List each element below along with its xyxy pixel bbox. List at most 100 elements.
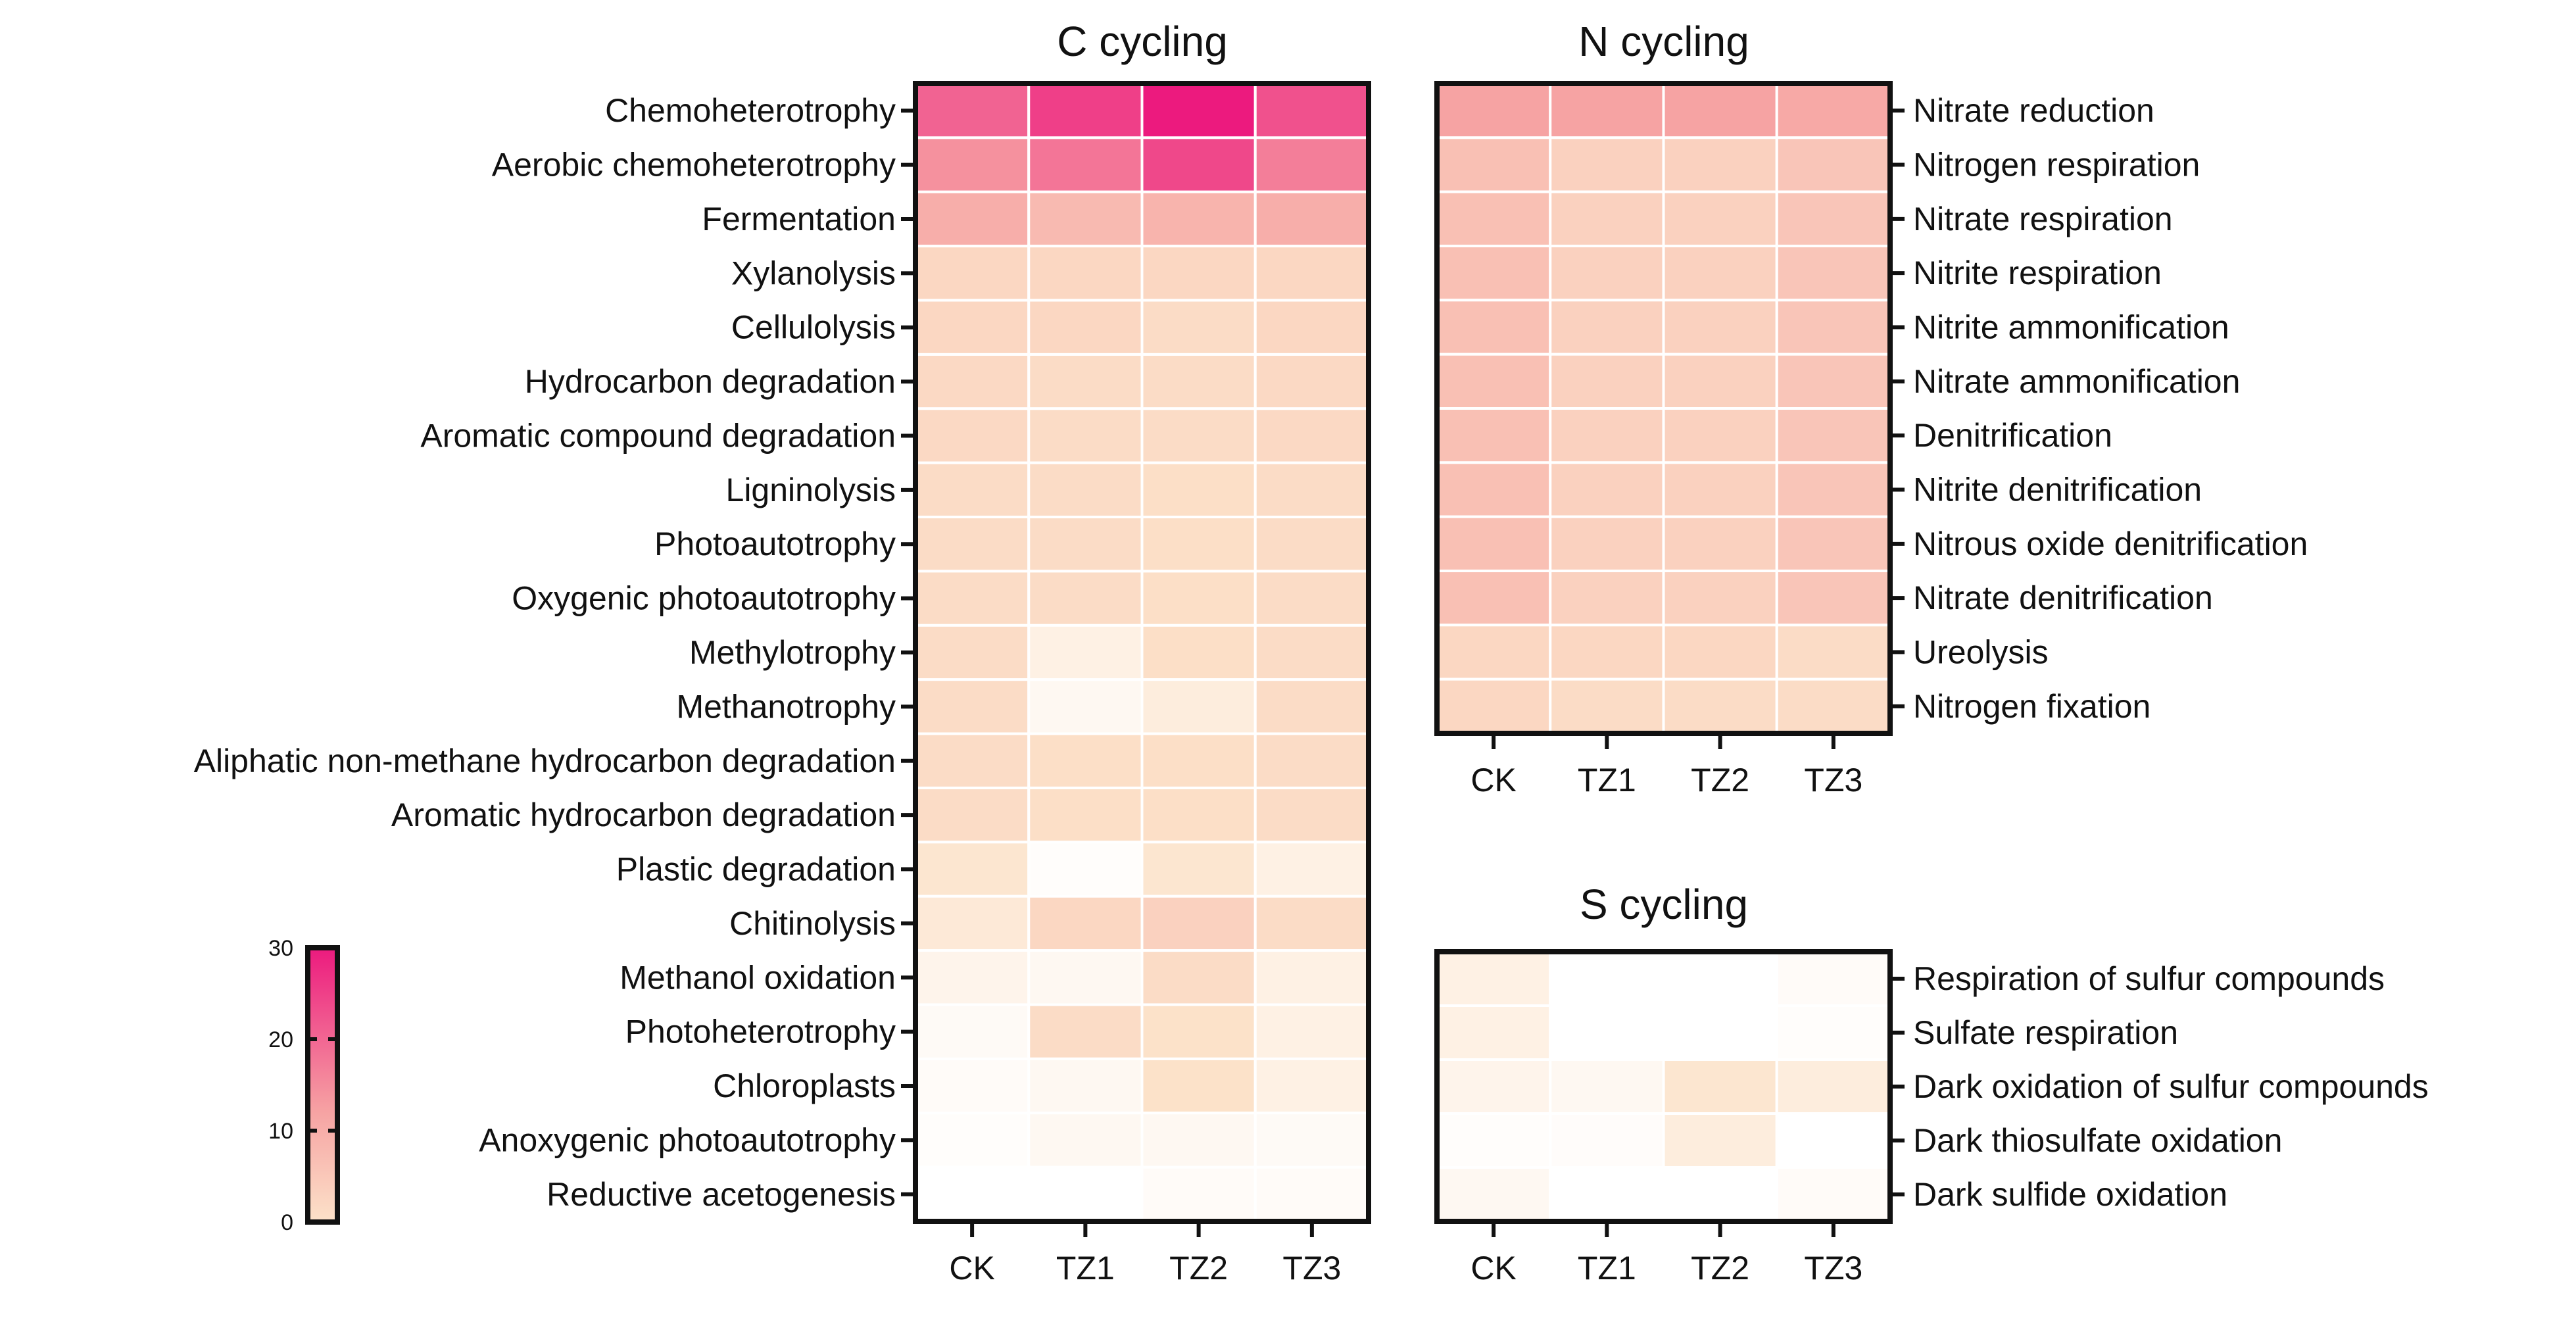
n-cell-r3-c2 xyxy=(1662,245,1778,302)
n-cell-r3-c1 xyxy=(1549,245,1665,302)
c-cell-r2-c0 xyxy=(914,190,1031,248)
n-cell-r6-c2 xyxy=(1662,407,1778,464)
c-row-label: Aromatic hydrocarbon degradation xyxy=(391,797,896,833)
n-cell-r11-c2 xyxy=(1662,677,1778,735)
n-row-label: Nitrate reduction xyxy=(1913,92,2154,129)
s-col-label: TZ2 xyxy=(1691,1250,1749,1287)
c-panel-title: C cycling xyxy=(1057,18,1228,65)
n-cell-r5-c3 xyxy=(1775,353,1891,410)
c-cell-r2-c3 xyxy=(1253,190,1370,248)
c-cell-r14-c2 xyxy=(1140,841,1257,898)
c-cell-r15-c2 xyxy=(1140,895,1257,952)
c-cell-r15-c1 xyxy=(1027,895,1144,952)
c-cell-r7-c1 xyxy=(1027,461,1144,519)
c-cell-r5-c1 xyxy=(1027,353,1144,410)
c-row-label: Anoxygenic photoautotrophy xyxy=(479,1121,896,1158)
c-cell-r5-c3 xyxy=(1253,353,1370,410)
c-cell-r20-c1 xyxy=(1027,1165,1144,1223)
c-row-label: Photoheterotrophy xyxy=(625,1014,896,1050)
c-cell-r18-c3 xyxy=(1253,1057,1370,1115)
s-cell-r3-c1 xyxy=(1549,1112,1665,1169)
c-cell-r1-c0 xyxy=(914,136,1031,193)
c-cell-r9-c1 xyxy=(1027,570,1144,627)
n-cell-r6-c0 xyxy=(1436,407,1552,464)
s-cell-r3-c2 xyxy=(1662,1112,1778,1169)
s-cell-r2-c0 xyxy=(1436,1058,1552,1115)
n-cell-r0-c2 xyxy=(1662,82,1778,139)
c-cell-r16-c3 xyxy=(1253,949,1370,1006)
n-cell-r5-c2 xyxy=(1662,353,1778,410)
c-cell-r16-c0 xyxy=(914,949,1031,1006)
c-cell-r3-c0 xyxy=(914,245,1031,302)
c-cell-r7-c2 xyxy=(1140,461,1257,519)
c-cell-r10-c2 xyxy=(1140,624,1257,681)
c-row-label: Aromatic compound degradation xyxy=(420,417,896,454)
n-cell-r3-c3 xyxy=(1775,245,1891,302)
c-col-label: TZ1 xyxy=(1056,1250,1115,1287)
c-panel-frame xyxy=(913,81,1371,1224)
n-row-label: Nitrate respiration xyxy=(1913,201,2173,237)
colorbar-gradient xyxy=(305,945,340,1225)
s-cell-r4-c1 xyxy=(1549,1166,1665,1223)
c-cell-r17-c3 xyxy=(1253,1003,1370,1060)
c-cell-r9-c0 xyxy=(914,570,1031,627)
c-cell-r3-c3 xyxy=(1253,245,1370,302)
c-row-label: Fermentation xyxy=(702,201,896,237)
c-cell-r12-c3 xyxy=(1253,732,1370,789)
n-row-label: Nitrite respiration xyxy=(1913,255,2162,291)
n-cell-r1-c1 xyxy=(1549,136,1665,193)
c-cell-r5-c2 xyxy=(1140,353,1257,410)
c-cell-r19-c3 xyxy=(1253,1112,1370,1169)
n-cell-r2-c3 xyxy=(1775,190,1891,247)
c-col-label: CK xyxy=(949,1250,994,1287)
c-cell-r13-c1 xyxy=(1027,786,1144,844)
c-cell-r5-c0 xyxy=(914,353,1031,410)
n-row-label: Denitrification xyxy=(1913,417,2112,454)
n-row-label: Nitrate denitrification xyxy=(1913,579,2213,616)
c-cell-r4-c3 xyxy=(1253,299,1370,356)
n-cell-r4-c2 xyxy=(1662,299,1778,356)
n-cell-r4-c3 xyxy=(1775,299,1891,356)
c-cell-r0-c0 xyxy=(914,82,1031,139)
c-row-label: Methanol oxidation xyxy=(620,959,896,996)
c-cell-r19-c2 xyxy=(1140,1112,1257,1169)
n-cell-r11-c1 xyxy=(1549,677,1665,735)
s-row-label: Sulfate respiration xyxy=(1913,1014,2178,1051)
n-cell-r3-c0 xyxy=(1436,245,1552,302)
c-cell-r12-c1 xyxy=(1027,732,1144,789)
c-row-label: Methylotrophy xyxy=(689,634,896,671)
n-cell-r9-c3 xyxy=(1775,570,1891,627)
c-cell-r20-c3 xyxy=(1253,1165,1370,1223)
c-cell-r4-c1 xyxy=(1027,299,1144,356)
n-cell-r5-c0 xyxy=(1436,353,1552,410)
n-cell-r2-c0 xyxy=(1436,190,1552,247)
c-cell-r11-c0 xyxy=(914,678,1031,735)
s-row-label: Dark sulfide oxidation xyxy=(1913,1176,2227,1213)
n-cell-r11-c3 xyxy=(1775,677,1891,735)
c-cell-r8-c0 xyxy=(914,516,1031,573)
n-row-label: Ureolysis xyxy=(1913,634,2049,671)
c-cell-r15-c3 xyxy=(1253,895,1370,952)
c-row-label: Chloroplasts xyxy=(713,1067,896,1104)
s-col-label: CK xyxy=(1470,1250,1516,1287)
c-cell-r17-c1 xyxy=(1027,1003,1144,1060)
n-row-label: Nitrogen fixation xyxy=(1913,688,2151,725)
s-cell-r0-c2 xyxy=(1662,950,1778,1007)
c-cell-r0-c1 xyxy=(1027,82,1144,139)
n-cell-r7-c1 xyxy=(1549,461,1665,518)
c-cell-r7-c3 xyxy=(1253,461,1370,519)
n-cell-r1-c2 xyxy=(1662,136,1778,193)
s-row-label: Dark thiosulfate oxidation xyxy=(1913,1122,2282,1159)
c-cell-r19-c1 xyxy=(1027,1112,1144,1169)
c-cell-r17-c2 xyxy=(1140,1003,1257,1060)
s-cell-r2-c3 xyxy=(1775,1058,1891,1115)
s-cell-r3-c3 xyxy=(1775,1112,1891,1169)
colorbar-tick-label: 30 xyxy=(268,936,293,961)
colorbar-tick-label: 20 xyxy=(268,1027,293,1052)
colorbar-tick-label: 0 xyxy=(281,1210,293,1235)
s-cell-r1-c3 xyxy=(1775,1004,1891,1061)
n-cell-r8-c0 xyxy=(1436,515,1552,573)
c-cell-r6-c3 xyxy=(1253,407,1370,464)
c-cell-r8-c3 xyxy=(1253,516,1370,573)
